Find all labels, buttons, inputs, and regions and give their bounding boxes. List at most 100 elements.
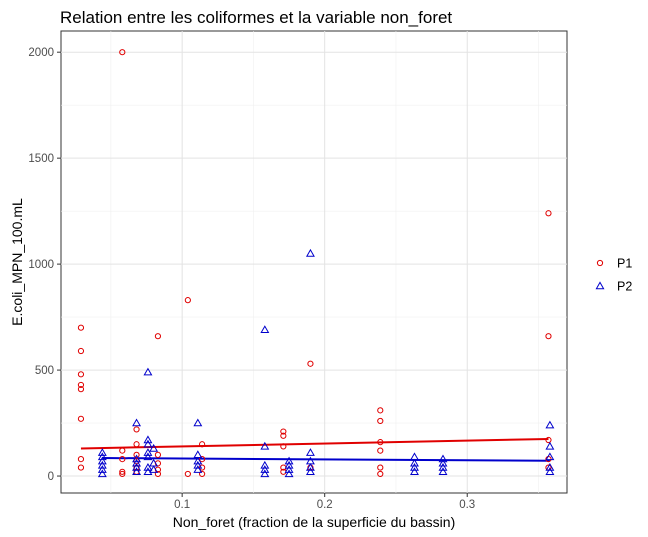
data-point-p1 xyxy=(199,470,206,478)
data-point-p2 xyxy=(97,448,107,456)
data-point-p2 xyxy=(97,465,107,473)
data-point-p1 xyxy=(77,455,85,463)
data-point-p2 xyxy=(284,456,294,465)
data-point-p1 xyxy=(77,347,85,355)
data-point-p1 xyxy=(307,360,314,367)
data-point-p2 xyxy=(438,467,448,476)
plot-panel xyxy=(60,30,568,494)
data-point-p1 xyxy=(280,432,287,439)
data-point-p2 xyxy=(132,467,142,476)
data-point-p1 xyxy=(77,464,85,471)
y-tick-label: 2000 xyxy=(28,47,54,59)
trend-line-p2 xyxy=(102,457,550,462)
data-point-p2 xyxy=(143,467,153,476)
data-point-p1 xyxy=(77,381,85,389)
data-point-p2 xyxy=(193,460,203,469)
data-point-p1 xyxy=(545,210,552,217)
data-point-p1 xyxy=(133,441,140,448)
data-point-p2 xyxy=(305,462,315,471)
data-point-p2 xyxy=(305,467,315,476)
data-point-p2 xyxy=(260,325,270,334)
legend: P1 P2 xyxy=(595,257,632,294)
legend-label-p1: P1 xyxy=(617,257,632,271)
data-point-p1 xyxy=(184,470,191,478)
data-point-p2 xyxy=(149,443,159,452)
data-point-p2 xyxy=(545,462,555,471)
y-tick-label: 500 xyxy=(35,365,54,377)
data-point-p2 xyxy=(97,452,107,461)
data-point-p2 xyxy=(260,460,270,469)
data-point-p2 xyxy=(284,465,294,473)
data-point-p2 xyxy=(438,458,448,467)
data-point-p2 xyxy=(143,435,153,444)
data-point-p1 xyxy=(545,333,552,340)
data-point-p1 xyxy=(377,439,384,446)
data-point-p2 xyxy=(97,469,107,478)
data-point-p2 xyxy=(132,462,142,471)
trend-line-p1 xyxy=(80,437,549,450)
data-point-p2 xyxy=(438,454,448,463)
data-point-p2 xyxy=(149,465,159,473)
grid xyxy=(61,31,567,493)
data-point-p1 xyxy=(377,417,384,425)
data-point-p2 xyxy=(284,460,294,469)
data-point-p1 xyxy=(154,451,162,458)
data-point-p2 xyxy=(193,418,203,427)
data-point-p1 xyxy=(77,371,85,378)
data-point-p1 xyxy=(184,297,191,304)
data-point-p2 xyxy=(305,448,315,456)
y-tick-label: 0 xyxy=(48,471,54,483)
data-point-p1 xyxy=(119,49,126,56)
data-point-p1 xyxy=(377,447,384,454)
data-point-p1 xyxy=(377,407,384,414)
data-point-p2 xyxy=(143,448,153,456)
x-tick-label: 0.1 xyxy=(174,499,190,511)
data-point-p2 xyxy=(260,441,270,450)
x-axis-title: Non_foret (fraction de la superficie du … xyxy=(173,514,455,530)
data-point-p2 xyxy=(545,467,555,476)
legend-key-p1 xyxy=(596,259,604,267)
data-point-p2 xyxy=(284,469,294,478)
data-point-p2 xyxy=(97,460,107,469)
data-point-p1 xyxy=(119,470,126,478)
data-point-p2 xyxy=(132,454,142,463)
data-point-p1 xyxy=(119,455,126,463)
data-point-p1 xyxy=(280,443,287,450)
data-point-p1 xyxy=(199,464,206,471)
data-point-p1 xyxy=(119,447,126,454)
data-point-p2 xyxy=(143,367,153,376)
data-point-p2 xyxy=(143,462,153,471)
data-point-p1 xyxy=(377,464,384,471)
data-point-p2 xyxy=(193,465,203,473)
data-point-p2 xyxy=(132,418,142,427)
data-points xyxy=(77,49,555,478)
data-point-p1 xyxy=(154,470,162,478)
data-point-p2 xyxy=(410,462,419,471)
trend-lines xyxy=(80,437,550,462)
data-point-p2 xyxy=(143,439,153,448)
data-point-p2 xyxy=(545,441,555,450)
data-point-p1 xyxy=(199,441,206,448)
data-point-p1 xyxy=(199,455,206,463)
data-point-p1 xyxy=(77,386,85,393)
data-point-p2 xyxy=(143,452,153,461)
data-point-p2 xyxy=(193,456,203,465)
data-point-p2 xyxy=(545,420,555,429)
data-point-p1 xyxy=(119,468,126,475)
data-point-p2 xyxy=(97,456,107,465)
data-point-p2 xyxy=(132,458,142,467)
x-tick-label: 0.3 xyxy=(459,499,475,511)
y-axis-title: E.coli_MPN_100.mL xyxy=(9,198,25,326)
y-tick-label: 1000 xyxy=(28,259,54,271)
axes: 0.1 0.2 0.3 0 500 1000 1500 2000 xyxy=(28,47,475,511)
data-point-p1 xyxy=(77,324,85,331)
x-tick-label: 0.2 xyxy=(317,499,333,511)
data-point-p1 xyxy=(545,436,552,444)
data-point-p1 xyxy=(133,451,140,458)
data-point-p1 xyxy=(77,415,85,422)
data-point-p2 xyxy=(438,462,448,471)
chart-title: Relation entre les coliformes et la vari… xyxy=(60,8,452,27)
data-point-p2 xyxy=(410,467,419,476)
legend-key-p2 xyxy=(595,281,605,290)
